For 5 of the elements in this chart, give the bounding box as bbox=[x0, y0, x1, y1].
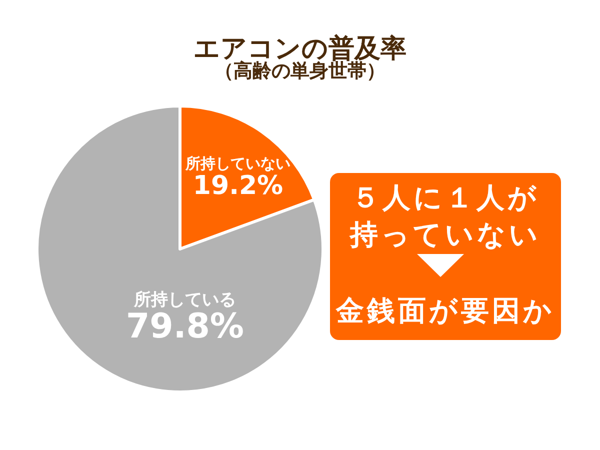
text: ５人に１人が持っていない bbox=[349, 181, 541, 251]
data-label: 19.2% bbox=[192, 171, 284, 202]
text: 金銭面が要因か bbox=[335, 294, 555, 327]
slice-label: 所持していない bbox=[184, 154, 291, 173]
pie-slice bbox=[36, 104, 324, 394]
